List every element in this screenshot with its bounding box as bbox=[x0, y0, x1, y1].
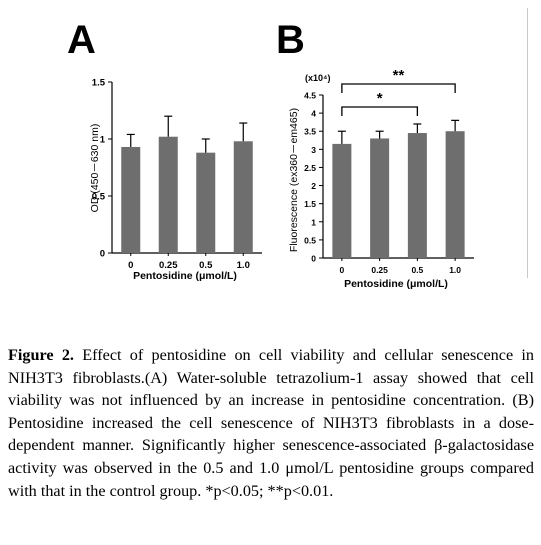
chart-b-xlabel: Pentosidine (μmol/L) bbox=[344, 278, 448, 290]
chart-a-xlabel: Pentosidine (μmol/L) bbox=[133, 270, 237, 282]
panel-a-letter: A bbox=[67, 18, 96, 62]
y-tick-label: 4 bbox=[311, 109, 316, 119]
x-tick-label: 0.5 bbox=[411, 265, 423, 275]
x-tick-label: 0.25 bbox=[159, 260, 178, 271]
y-tick-label: 1.5 bbox=[92, 78, 106, 89]
y-tick-label: 4.5 bbox=[304, 91, 316, 101]
caption-label: Figure 2. bbox=[8, 346, 74, 364]
figure-caption: Figure 2. Effect of pentosidine on cell … bbox=[8, 344, 534, 502]
bar bbox=[233, 141, 253, 253]
y-tick-label: 2 bbox=[311, 181, 316, 191]
y-tick-label: 3 bbox=[311, 145, 316, 155]
chart-b-scale-label: (x10⁴) bbox=[305, 73, 330, 83]
bar bbox=[121, 146, 141, 253]
panel-border bbox=[527, 8, 528, 278]
significance-label: ** bbox=[393, 67, 405, 84]
y-tick-label: 1.5 bbox=[304, 199, 316, 209]
chart-b-ylabel: Fluorescence (ex360－em465) bbox=[288, 108, 300, 252]
y-tick-label: 1 bbox=[311, 217, 316, 227]
y-tick-label: 1 bbox=[100, 135, 106, 146]
bar bbox=[332, 143, 352, 258]
significance-bracket bbox=[341, 106, 419, 116]
bar bbox=[370, 138, 390, 258]
significance-bracket bbox=[341, 83, 456, 93]
caption-text: Effect of pentosidine on cell viability … bbox=[8, 346, 534, 500]
x-tick-label: 0.25 bbox=[371, 265, 388, 275]
y-tick-label: 0 bbox=[100, 249, 105, 260]
bar bbox=[445, 131, 465, 258]
x-tick-label: 1.0 bbox=[449, 265, 461, 275]
y-tick-label: 0.5 bbox=[304, 235, 316, 245]
bar bbox=[407, 133, 427, 258]
panel-b-letter: B bbox=[276, 18, 305, 62]
bar bbox=[158, 136, 178, 253]
y-tick-label: 2.5 bbox=[304, 163, 316, 173]
y-tick-label: 0 bbox=[311, 254, 316, 264]
x-tick-label: 0 bbox=[128, 260, 133, 271]
significance-label: * bbox=[377, 90, 383, 107]
y-tick-label: 3.5 bbox=[304, 127, 316, 137]
x-tick-label: 0.5 bbox=[199, 260, 213, 271]
x-tick-label: 1.0 bbox=[237, 260, 250, 271]
bar bbox=[196, 152, 216, 253]
y-tick-label: 0.5 bbox=[92, 192, 106, 203]
x-tick-label: 0 bbox=[340, 265, 345, 275]
chart-a-ylabel: OD (450－630 nm) bbox=[89, 124, 101, 213]
